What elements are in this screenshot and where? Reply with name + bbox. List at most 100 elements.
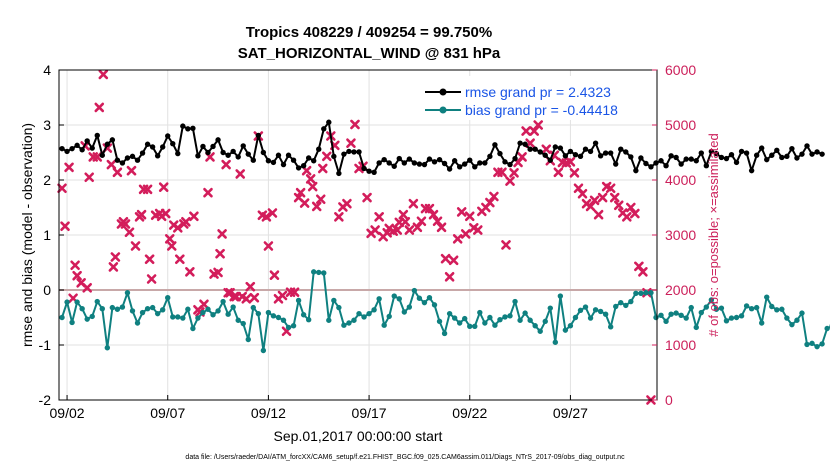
obs-marker xyxy=(408,198,419,209)
bias-point xyxy=(159,307,166,313)
obs-marker xyxy=(485,197,495,208)
bias-point xyxy=(592,307,599,313)
bias-point xyxy=(557,293,564,299)
obs-marker-stroke-b xyxy=(289,287,300,298)
bias-point xyxy=(552,339,559,345)
rmse-point xyxy=(159,144,166,150)
obs-marker-stroke-b xyxy=(92,152,103,162)
rmse-point xyxy=(119,160,126,166)
bias-point xyxy=(497,317,503,323)
obs-marker xyxy=(597,192,608,203)
bias-point xyxy=(270,313,277,319)
obs-marker xyxy=(553,167,564,178)
legend-box xyxy=(420,76,654,120)
obs-marker xyxy=(57,183,67,194)
bias-point xyxy=(718,305,725,311)
rmse-point xyxy=(467,157,473,163)
chart-title-line2: SAT_HORIZONTAL_WIND @ 831 hPa xyxy=(238,45,501,62)
bias-point xyxy=(683,315,689,321)
bias-point xyxy=(89,313,95,320)
bias-point xyxy=(376,296,382,302)
bias-point xyxy=(59,314,65,321)
obs-marker-stroke-b xyxy=(94,102,105,113)
obs-marker xyxy=(589,195,600,206)
obs-marker xyxy=(241,293,252,304)
bias-point xyxy=(386,313,392,320)
obs-marker xyxy=(301,165,312,176)
obs-marker xyxy=(452,234,463,244)
rmse-point xyxy=(366,168,372,174)
obs-marker xyxy=(533,120,544,130)
bias-point xyxy=(577,307,584,314)
obs-marker-stroke-b xyxy=(257,210,268,220)
obs-marker xyxy=(321,151,332,162)
right-tick-label: 3000 xyxy=(665,227,696,243)
rmse-point xyxy=(341,151,347,157)
left-tick-label: 1 xyxy=(43,227,51,243)
bias-point xyxy=(235,317,241,323)
obs-marker xyxy=(626,202,636,213)
rmse-point xyxy=(416,161,423,167)
bias-point xyxy=(321,270,327,276)
rmse-point xyxy=(99,152,105,158)
bias-point xyxy=(743,303,750,309)
bias-point xyxy=(794,317,800,323)
bias-point xyxy=(225,311,231,317)
right-tick-label: 4000 xyxy=(665,172,696,188)
obs-marker-stroke-b xyxy=(76,278,86,288)
rmse-point xyxy=(819,151,825,157)
rmse-point xyxy=(779,154,785,161)
obs-marker xyxy=(605,183,616,194)
bias-point xyxy=(638,290,644,296)
obs-marker-stroke-b xyxy=(416,216,427,227)
obs-marker xyxy=(577,188,588,199)
rmse-point xyxy=(84,138,90,144)
rmse-point xyxy=(753,152,760,158)
bias-point xyxy=(109,304,116,311)
obs-marker-stroke-b xyxy=(203,187,213,198)
rmse-point xyxy=(678,161,684,167)
bias-point xyxy=(134,320,141,326)
obs-marker-stroke-b xyxy=(106,159,117,170)
rmse-point xyxy=(713,150,720,157)
rmse-point xyxy=(542,152,548,158)
rmse-point xyxy=(270,159,277,166)
obs-marker xyxy=(613,200,624,211)
rmse-point xyxy=(557,145,564,151)
bias-point xyxy=(250,304,256,311)
x-tick-label: 09/02 xyxy=(50,405,85,421)
obs-marker xyxy=(175,254,185,265)
rmse-point xyxy=(260,149,267,156)
obs-marker xyxy=(223,287,233,298)
bias-point xyxy=(482,320,488,326)
bias-point xyxy=(215,308,221,314)
rmse-point xyxy=(225,152,231,158)
rmse-point xyxy=(462,161,468,167)
obs-marker xyxy=(172,223,183,233)
obs-marker-stroke-b xyxy=(110,252,121,262)
obs-marker xyxy=(565,157,576,167)
obs-marker-stroke-b xyxy=(444,271,455,282)
obs-marker xyxy=(342,198,352,209)
chart-title-line1: Tropics 408229 / 409254 = 99.750% xyxy=(246,24,492,41)
rmse-point xyxy=(628,154,634,160)
obs-marker xyxy=(416,216,427,227)
obs-marker xyxy=(221,159,231,170)
obs-marker-stroke-b xyxy=(630,208,640,219)
obs-marker-stroke-b xyxy=(569,168,580,178)
obs-marker xyxy=(72,270,82,281)
rmse-point xyxy=(562,153,569,159)
left-tick-label: 4 xyxy=(43,62,51,78)
obs-marker xyxy=(229,291,239,302)
bias-point xyxy=(824,325,830,332)
bias-point xyxy=(69,319,75,326)
rmse-point xyxy=(154,153,161,159)
obs-marker xyxy=(525,138,535,148)
obs-marker xyxy=(392,225,403,235)
bias-point xyxy=(512,298,518,305)
obs-marker-stroke-b xyxy=(448,255,459,266)
obs-marker xyxy=(440,253,451,264)
obs-marker-stroke-b xyxy=(394,217,405,228)
obs-marker-stroke-b xyxy=(299,198,310,208)
x-tick-label: 09/07 xyxy=(150,405,185,421)
